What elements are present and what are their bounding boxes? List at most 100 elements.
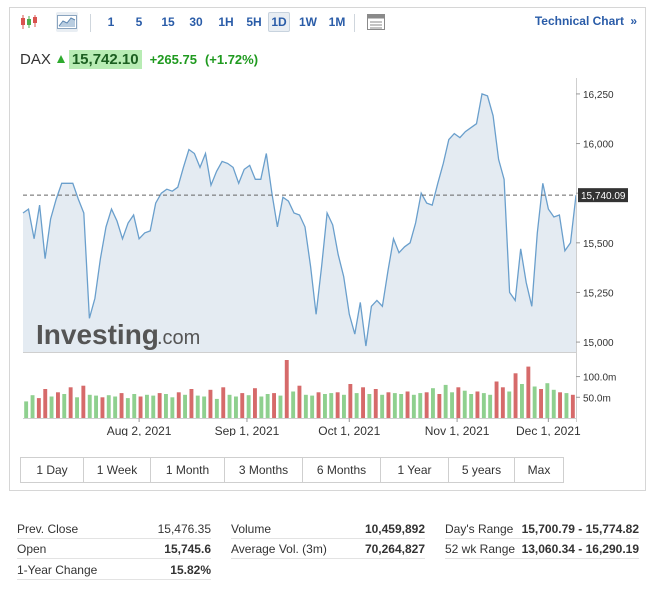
interval-5[interactable]: 5 — [135, 15, 143, 29]
volume-bar — [316, 392, 321, 418]
interval-1h[interactable]: 1H — [218, 15, 234, 29]
interval-1m[interactable]: 1M — [328, 15, 346, 29]
y-tick-label: 15,500 — [583, 239, 614, 250]
volume-bar — [100, 397, 105, 418]
volume-bar — [532, 386, 537, 418]
volume-bar — [94, 395, 98, 418]
stat-label: Day's Range — [445, 522, 514, 536]
range-3-months[interactable]: 3 Months — [225, 458, 303, 482]
volume-bar — [443, 384, 448, 418]
volume-bar — [481, 393, 486, 418]
volume-bar — [278, 395, 283, 418]
volume-bar — [450, 392, 454, 418]
volume-bar — [558, 392, 562, 418]
interval-1w[interactable]: 1W — [299, 15, 317, 29]
interval-1[interactable]: 1 — [107, 15, 115, 29]
volume-bar — [164, 394, 168, 418]
volume-bar — [68, 387, 73, 418]
toolbar-divider — [354, 14, 355, 32]
volume-bar — [348, 384, 353, 418]
volume-bar — [380, 394, 385, 418]
volume-tick-label: 100.0m — [583, 373, 616, 384]
chart-panel: 1 5 15 30 1H 5H 1D 1W 1M Technical Chart » DAX 1… — [9, 7, 646, 491]
volume-bar — [132, 394, 137, 418]
x-tick-label: Aug 2, 2021 — [107, 424, 172, 436]
volume-bar — [399, 394, 404, 418]
volume-bar — [520, 384, 524, 418]
volume-bar — [456, 387, 461, 418]
interval-30[interactable]: 30 — [189, 15, 203, 29]
volume-bar — [431, 388, 435, 418]
watermark-suffix: .com — [157, 327, 200, 349]
double-chevron-right-icon: » — [630, 14, 637, 28]
x-tick-label: Oct 1, 2021 — [318, 424, 380, 436]
stat-volume: Volume 10,459,892 — [231, 519, 425, 539]
volume-bar — [214, 398, 219, 418]
price-chart[interactable]: Investing.com16,25016,00015,75015,50015,… — [10, 76, 645, 436]
volume-bar — [157, 393, 162, 418]
technical-chart-label: Technical Chart — [534, 14, 624, 28]
volume-bar — [36, 398, 41, 418]
volume-bar — [189, 389, 194, 418]
table-view-icon[interactable] — [365, 12, 387, 32]
candlestick-icon[interactable] — [18, 12, 40, 32]
volume-bar — [526, 366, 531, 418]
stat-value: 15.82% — [170, 563, 211, 577]
volume-tick-label: 50.0m — [583, 393, 611, 404]
volume-bar — [221, 387, 226, 418]
volume-bar — [342, 394, 346, 418]
volume-bar — [202, 396, 207, 418]
range-1-month[interactable]: 1 Month — [151, 458, 225, 482]
volume-bar — [494, 381, 499, 418]
area-chart-icon[interactable] — [56, 12, 78, 32]
stat-52-week-range: 52 wk Range 13,060.34 - 16,290.19 — [445, 539, 639, 559]
volume-bar — [246, 395, 251, 418]
watermark-logo: Investing — [36, 319, 159, 350]
volume-bar — [151, 395, 156, 418]
volume-bar — [183, 394, 187, 418]
volume-bar — [392, 393, 397, 418]
volume-bar — [49, 396, 54, 418]
interval-1d[interactable]: 1D — [268, 12, 290, 32]
volume-bar — [176, 392, 181, 418]
volume-bar — [62, 394, 67, 418]
stat-value: 15,476.35 — [157, 522, 211, 536]
volume-bar — [119, 393, 124, 418]
volume-bar — [291, 391, 296, 418]
volume-bar — [424, 392, 429, 418]
stat-average-volume: Average Vol. (3m) 70,264,827 — [231, 539, 425, 559]
volume-bar — [475, 391, 480, 418]
range-1-year[interactable]: 1 Year — [381, 458, 449, 482]
range-1-week[interactable]: 1 Week — [84, 458, 151, 482]
volume-bar — [297, 385, 302, 418]
interval-15[interactable]: 15 — [161, 15, 175, 29]
stat-year-change: 1-Year Change 15.82% — [17, 560, 211, 580]
instrument-name: DAX — [20, 50, 51, 68]
technical-chart-link[interactable]: Technical Chart » — [535, 14, 637, 28]
volume-bar — [564, 393, 569, 418]
volume-bar — [106, 395, 111, 418]
x-tick-label: Sep 1, 2021 — [215, 424, 280, 436]
volume-bar — [145, 394, 149, 418]
range-max[interactable]: Max — [527, 463, 551, 477]
range-1-day[interactable]: 1 Day — [21, 458, 84, 482]
stat-value: 70,264,827 — [364, 542, 425, 556]
volume-bar — [405, 391, 410, 418]
stat-open: Open 15,745.6 — [17, 539, 211, 559]
volume-bar — [87, 394, 92, 418]
volume-bar — [272, 393, 276, 418]
volume-bar — [354, 393, 359, 418]
stat-prev-close: Prev. Close 15,476.35 — [17, 519, 211, 539]
current-price-badge — [578, 188, 628, 203]
volume-bar — [43, 389, 48, 418]
volume-bar — [335, 392, 340, 418]
range-6-months[interactable]: 6 Months — [303, 458, 381, 482]
stat-value: 15,745.6 — [164, 542, 211, 556]
volume-bar — [411, 394, 416, 418]
volume-bar — [462, 390, 467, 418]
toolbar-divider — [90, 14, 91, 32]
volume-bar — [545, 383, 550, 418]
interval-5h[interactable]: 5H — [246, 15, 262, 29]
range-5-years[interactable]: 5 years — [449, 458, 515, 482]
y-tick-label: 16,250 — [583, 90, 614, 101]
